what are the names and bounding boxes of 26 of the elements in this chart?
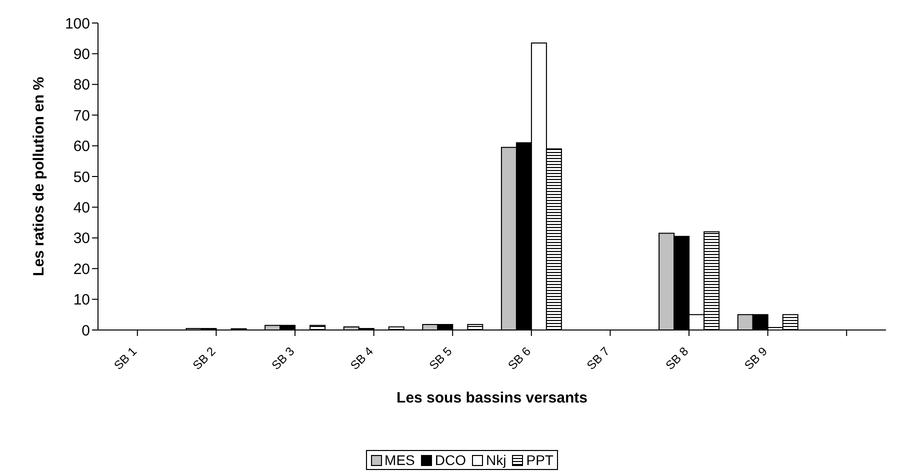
y-axis-title: Les ratios de pollution en % (30, 76, 48, 276)
x-tick-label: SB 4 (348, 344, 376, 373)
x-tick-label: SB 1 (111, 344, 140, 373)
legend-label: MES (384, 452, 415, 468)
x-axis-title: Les sous bassins versants (396, 390, 588, 407)
y-tick-label: 90 (73, 46, 90, 64)
legend-label: DCO (434, 452, 466, 468)
x-tick-label: SB 9 (742, 344, 770, 373)
y-tick-label: 50 (73, 168, 90, 186)
y-tick-label: 70 (73, 107, 90, 124)
legend-label: PPT (525, 452, 554, 468)
x-tick-label: SB 7 (584, 344, 613, 373)
y-tick-label: 60 (73, 138, 90, 156)
x-tick-label: SB 2 (190, 344, 219, 373)
x-tick-label: SB 6 (505, 344, 534, 373)
y-tick-label: 0 (82, 322, 90, 340)
y-tick-label: 30 (73, 230, 90, 248)
y-tick-label: 40 (73, 200, 90, 217)
y-tick-label: 20 (73, 260, 90, 278)
x-tick-label: SB 5 (426, 344, 455, 373)
x-tick-label: SB 3 (268, 344, 298, 373)
y-tick-label: 10 (73, 292, 90, 309)
x-tick-label: SB 8 (662, 344, 692, 373)
y-tick-label: 80 (73, 76, 90, 94)
y-tick-label: 100 (64, 15, 90, 32)
legend-label: Nkj (485, 452, 506, 468)
